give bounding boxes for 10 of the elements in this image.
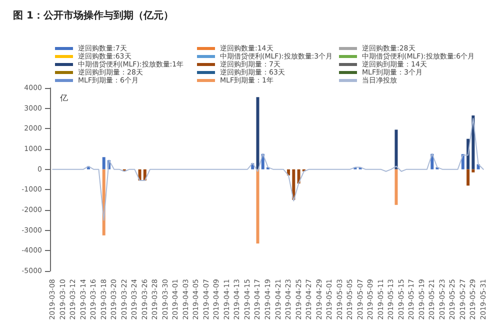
line-series — [52, 118, 484, 221]
chart-title: 图 1：公开市场操作与到期（亿元） — [13, 10, 174, 22]
bar — [256, 169, 260, 244]
bar — [256, 97, 260, 170]
bar — [466, 169, 470, 186]
bar — [394, 130, 398, 170]
bar — [472, 169, 475, 172]
bar — [102, 157, 106, 170]
y-axis-title: 亿 — [59, 94, 68, 102]
bar — [394, 169, 398, 205]
